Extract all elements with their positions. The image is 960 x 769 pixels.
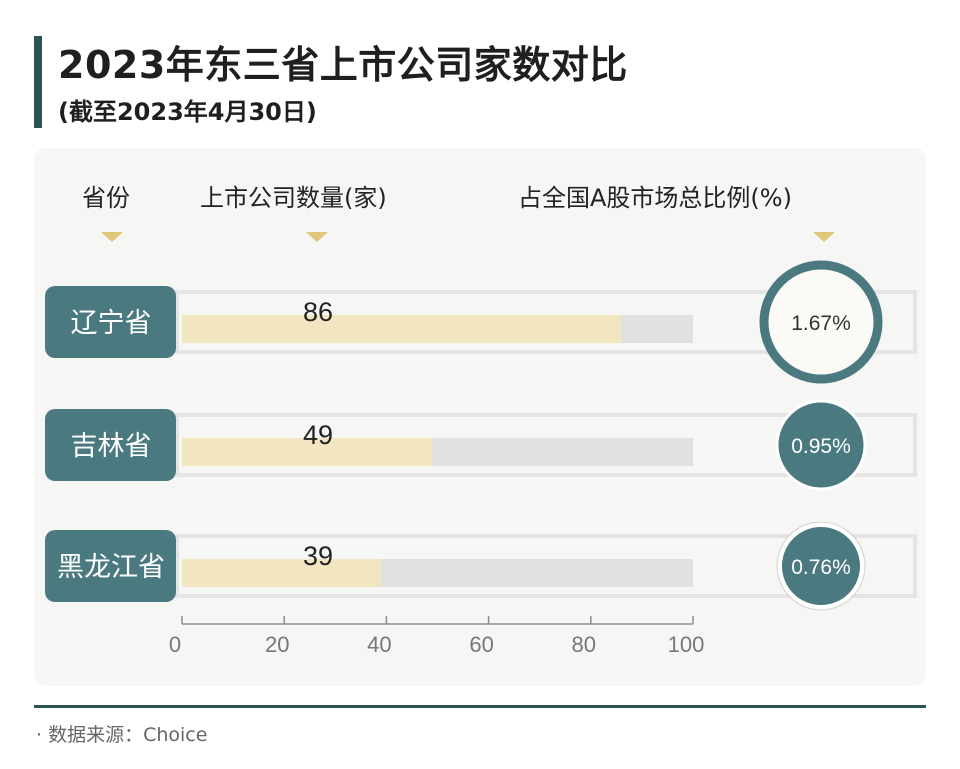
share-circle-3 — [778, 523, 864, 609]
count-pointer-icon — [306, 232, 328, 242]
province-badge-2 — [45, 409, 176, 481]
province-label-1: 辽宁省 — [71, 308, 152, 339]
x-tick-label: 60 — [469, 632, 493, 657]
bar-3 — [182, 559, 382, 587]
x-tick-label: 0 — [169, 632, 181, 657]
bar-2 — [182, 438, 433, 466]
x-tick-label: 20 — [265, 632, 289, 657]
value-label-2: 49 — [303, 420, 333, 450]
footer-divider — [34, 705, 926, 708]
province-pointer-icon — [101, 232, 123, 242]
column-header-share: 占全国A股市场总比例(%) — [518, 184, 792, 212]
title-accent-bar — [34, 36, 42, 128]
province-badge-3 — [45, 530, 176, 602]
share-circle-1 — [759, 260, 883, 384]
share-pointer-icon — [813, 232, 835, 242]
column-header-count: 上市公司数量(家) — [200, 184, 387, 212]
x-tick-label: 100 — [668, 632, 705, 657]
bar-1 — [182, 315, 622, 343]
data-source: · 数据来源：Choice — [36, 724, 208, 746]
row-frame — [175, 290, 917, 354]
value-label-3: 39 — [303, 541, 333, 571]
province-badge-1 — [45, 286, 176, 358]
share-label-1: 1.67% — [791, 312, 851, 335]
chart-subtitle: (截至2023年4月30日) — [58, 98, 317, 126]
value-label-1: 86 — [303, 297, 333, 327]
x-tick-label: 40 — [367, 632, 391, 657]
province-label-2: 吉林省 — [71, 431, 152, 462]
share-label-3: 0.76% — [791, 556, 851, 579]
row-frame — [175, 534, 917, 598]
province-label-3: 黑龙江省 — [57, 552, 165, 583]
share-circle-outline — [776, 521, 866, 611]
chart-title: 2023年东三省上市公司家数对比 — [58, 43, 628, 87]
row-frame — [175, 413, 917, 477]
x-tick-label: 80 — [572, 632, 596, 657]
column-header-province: 省份 — [82, 184, 130, 212]
share-circle-2 — [775, 399, 867, 491]
share-label-2: 0.95% — [791, 435, 851, 458]
